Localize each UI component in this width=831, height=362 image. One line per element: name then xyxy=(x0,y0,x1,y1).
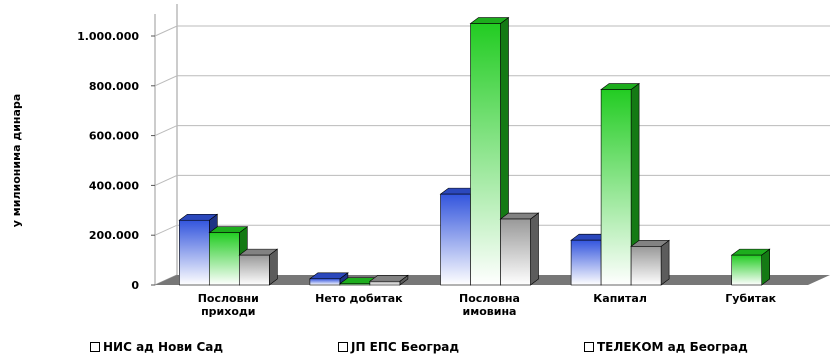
y-axis-label: у милионима динара xyxy=(4,70,30,250)
legend-swatch-icon xyxy=(90,342,100,352)
bar-front xyxy=(179,219,210,286)
bar xyxy=(730,248,771,286)
bar-side xyxy=(660,239,670,286)
bar-front xyxy=(209,232,240,286)
bar-front xyxy=(309,278,341,286)
legend-label: НИС ад Нови Сад xyxy=(103,340,224,354)
bar-front xyxy=(630,246,662,286)
legend-item-nis: НИС ад Нови Сад xyxy=(90,340,223,354)
legend-item-eps: ЈП ЕПС Београд xyxy=(338,340,459,354)
bar-front xyxy=(440,193,471,286)
bar xyxy=(238,248,279,286)
x-tick-label: Нето добитак xyxy=(315,292,403,305)
legend: НИС ад Нови Сад ЈП ЕПС Београд ТЕЛЕКОМ а… xyxy=(0,338,831,358)
legend-swatch-icon xyxy=(584,342,594,352)
legend-label: ЈП ЕПС Београд xyxy=(351,340,460,354)
gridlines xyxy=(151,25,830,286)
legend-swatch-icon xyxy=(338,342,348,352)
gridline xyxy=(154,25,830,37)
bar-front xyxy=(369,280,401,286)
bar xyxy=(499,212,540,286)
bar-front xyxy=(470,23,501,286)
bar-side xyxy=(530,212,539,286)
y-tick-label: 600.000 xyxy=(89,130,139,143)
plot-wall xyxy=(154,4,178,286)
bar xyxy=(469,16,510,286)
y-tick-label: 200.000 xyxy=(89,229,139,242)
gridline xyxy=(154,75,830,87)
bars xyxy=(178,16,771,286)
bar-front xyxy=(239,254,270,286)
x-tick-label: Пословна имовина xyxy=(459,292,520,318)
y-tick-label: 800.000 xyxy=(89,80,139,93)
bar xyxy=(600,82,640,286)
bar-front xyxy=(570,239,602,286)
x-tick-label: Губитак xyxy=(725,292,776,305)
bar-front xyxy=(339,283,371,286)
bar xyxy=(368,274,409,286)
y-tick-label: 1.000.000 xyxy=(77,30,139,43)
bar-front xyxy=(500,218,531,286)
bar-front xyxy=(600,89,632,286)
legend-label: ТЕЛЕКОМ ад Београд xyxy=(597,340,748,354)
x-tick-label: Пословни приходи xyxy=(198,292,259,318)
y-axis-label-text: у милионима динара xyxy=(10,93,24,227)
bar xyxy=(630,239,670,286)
legend-item-telekom: ТЕЛЕКОМ ад Београд xyxy=(584,340,748,354)
y-tick-label: 400.000 xyxy=(89,179,139,192)
x-tick-labels: Пословни приходи Нето добитак Пословна имови… xyxy=(198,292,777,318)
x-tick-label: Капитал xyxy=(593,292,647,305)
y-tick-labels: 0 200.000 400.000 600.000 800.000 1.000.000 xyxy=(77,30,139,292)
y-tick-label: 0 xyxy=(131,279,139,292)
wall-edge xyxy=(154,4,178,286)
bar-front xyxy=(731,254,763,286)
